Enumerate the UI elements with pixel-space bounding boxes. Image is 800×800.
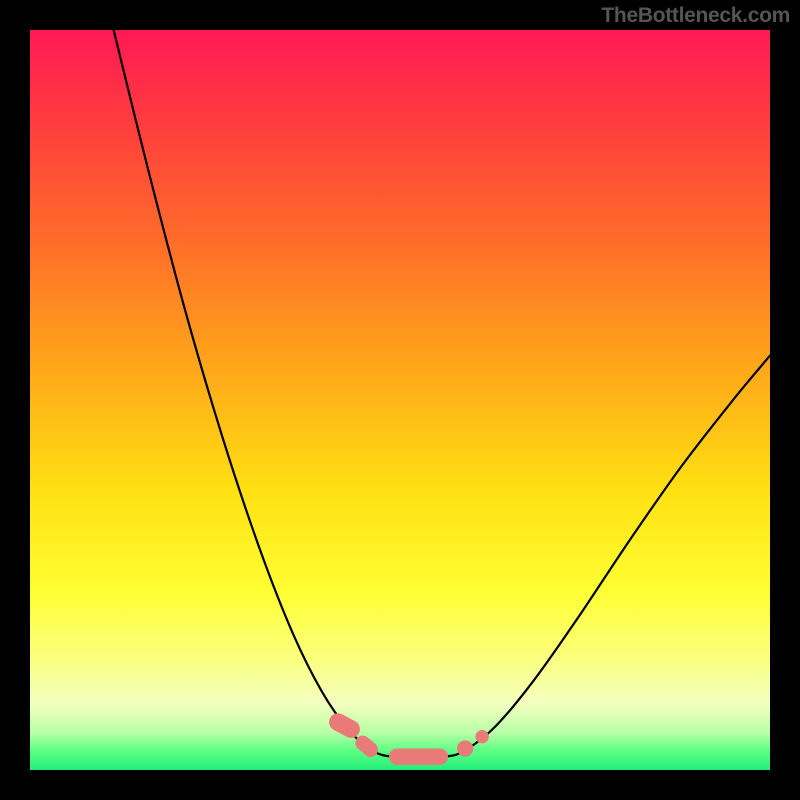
watermark-text: TheBottleneck.com <box>601 4 790 28</box>
marker-pill <box>389 749 448 765</box>
marker-dot <box>475 730 488 743</box>
bottleneck-chart <box>0 0 800 800</box>
marker-dot <box>457 740 473 756</box>
